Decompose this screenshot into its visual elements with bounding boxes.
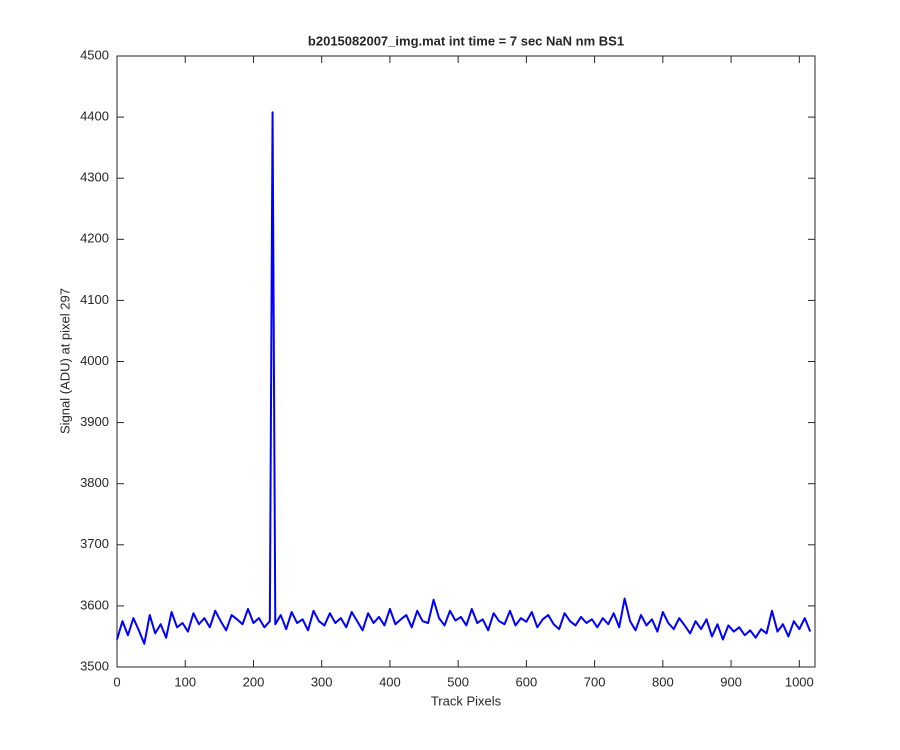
y-tick-label: 4400 bbox=[80, 109, 109, 124]
x-tick-label: 600 bbox=[516, 674, 538, 689]
y-tick-label: 4300 bbox=[80, 170, 109, 185]
x-tick-label: 800 bbox=[652, 674, 674, 689]
x-tick-label: 300 bbox=[311, 674, 333, 689]
x-tick-label: 700 bbox=[584, 674, 606, 689]
y-tick-label: 3700 bbox=[80, 536, 109, 551]
y-tick-label: 4500 bbox=[80, 47, 109, 62]
data-line bbox=[116, 111, 812, 645]
x-tick-label: 500 bbox=[447, 674, 469, 689]
y-tick-label: 3900 bbox=[80, 414, 109, 429]
x-tick-label: 100 bbox=[174, 674, 196, 689]
x-tick-label: 1000 bbox=[785, 674, 814, 689]
x-axis-label: Track Pixels bbox=[431, 693, 502, 708]
y-tick-label: 3800 bbox=[80, 475, 109, 490]
y-axis-label: Signal (ADU) at pixel 297 bbox=[57, 288, 72, 434]
x-tick-label: 200 bbox=[243, 674, 265, 689]
y-tick-label: 3500 bbox=[80, 658, 109, 673]
x-tick-label: 400 bbox=[379, 674, 401, 689]
y-tick-label: 3600 bbox=[80, 597, 109, 612]
y-tick-label: 4100 bbox=[80, 292, 109, 307]
y-tick-label: 4200 bbox=[80, 231, 109, 246]
x-tick-label: 0 bbox=[113, 674, 120, 689]
chart-title: b2015082007_img.mat int time = 7 sec NaN… bbox=[308, 33, 624, 48]
x-tick-label: 900 bbox=[720, 674, 742, 689]
y-tick-label: 4000 bbox=[80, 353, 109, 368]
